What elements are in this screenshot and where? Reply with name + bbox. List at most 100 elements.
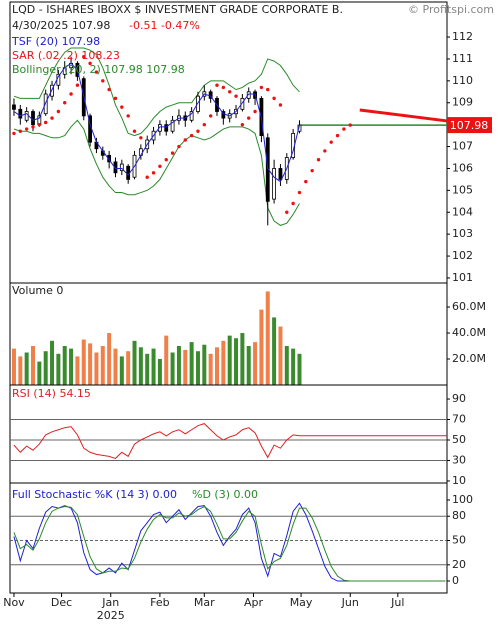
sar-dot — [335, 133, 340, 138]
y-tick-label: 109 — [452, 96, 473, 109]
volume-bar — [151, 348, 156, 385]
stochastic-line — [13, 505, 446, 582]
y-tick-label: 70 — [452, 413, 466, 426]
candle-body — [31, 111, 35, 126]
volume-bar — [37, 361, 42, 385]
y-tick-label: 110 — [452, 74, 473, 87]
sar-dot — [285, 210, 289, 214]
volume-title: Volume 0 — [12, 284, 63, 297]
candle-body — [119, 163, 124, 172]
sar-dot — [101, 79, 105, 83]
sar-dot — [304, 179, 308, 184]
sar-dot — [158, 164, 162, 168]
sar-dot — [18, 129, 23, 133]
sar-dot — [240, 122, 245, 127]
y-tick-label: 107 — [452, 140, 473, 153]
volume-bar — [94, 352, 99, 385]
sar-dot — [316, 157, 321, 162]
sar-dot — [259, 85, 264, 90]
volume-bar — [240, 333, 245, 385]
volume-bar — [75, 356, 80, 385]
credit: © Profitspi.com — [408, 3, 494, 16]
sar-dot — [278, 103, 283, 107]
sar-dot — [348, 123, 352, 127]
y-tick-label: 101 — [452, 271, 473, 284]
y-tick-label: 104 — [452, 205, 473, 218]
sar-dot — [37, 122, 42, 127]
candle-body — [107, 154, 112, 163]
volume-bar — [183, 349, 188, 385]
volume-bar — [265, 291, 270, 385]
volume-bar — [170, 352, 175, 385]
sar-dot — [227, 90, 232, 94]
candle-body — [157, 124, 162, 132]
volume-bar — [227, 335, 232, 385]
volume-bar — [88, 343, 93, 385]
rsi-line — [13, 423, 300, 459]
x-tick-label: Apr — [244, 596, 264, 609]
sar-dot — [69, 92, 73, 96]
sar-dot — [43, 120, 48, 125]
candle-body — [246, 91, 251, 99]
y-tick-label: 30 — [452, 453, 466, 466]
sar-dot — [215, 83, 219, 87]
candle-body — [164, 124, 169, 132]
y-tick-label: 111 — [452, 52, 473, 65]
candle-body — [265, 137, 270, 202]
volume-bar — [215, 347, 219, 385]
sar-dot — [221, 85, 226, 90]
sar-dot — [196, 129, 200, 133]
sar-dot — [234, 94, 238, 98]
legend-d: %D (3) 0.00 — [192, 488, 258, 501]
volume-bar — [132, 340, 137, 385]
y-tick-label: 103 — [452, 227, 473, 240]
volume-bar — [221, 340, 226, 385]
volume-bar — [100, 346, 105, 385]
sar-dot — [247, 116, 251, 120]
volume-bar — [18, 356, 23, 385]
sar-dot — [132, 129, 137, 133]
x-tick-label: Nov — [3, 596, 25, 609]
volume-bar — [176, 346, 181, 385]
candle-body — [221, 111, 226, 119]
y-tick-label: 80 — [452, 509, 466, 522]
year-label: 2025 — [97, 609, 125, 622]
volume-bar — [234, 338, 239, 385]
last-price-tag — [447, 117, 492, 134]
y-tick-label: 20 — [452, 558, 466, 571]
sar-dot — [82, 55, 86, 59]
x-tick-label: Mar — [194, 596, 215, 609]
sar-dot — [266, 87, 270, 92]
candle-body — [278, 168, 283, 180]
volume-bar — [284, 346, 289, 385]
y-tick-label: 10 — [452, 474, 466, 487]
legend-entry: TSF (20) 107.98 — [11, 35, 100, 48]
sar-dot — [50, 116, 54, 120]
volume-bar — [62, 346, 67, 385]
volume-bar — [119, 356, 124, 385]
sar-dot — [253, 109, 257, 114]
candle-body — [240, 97, 245, 110]
y-tick-label: 106 — [452, 161, 473, 174]
sar-dot — [113, 96, 118, 101]
volume-bar — [272, 317, 277, 385]
volume-bar — [297, 353, 302, 385]
subtitle: 4/30/2025 107.98 — [12, 19, 110, 32]
volume-bar — [138, 347, 143, 385]
sar-dot — [120, 105, 124, 109]
chart-title: LQD - ISHARES IBOXX $ INVESTMENT GRADE C… — [12, 3, 343, 16]
volume-bar — [113, 348, 118, 385]
panel-frame — [9, 482, 448, 594]
y-tick-label: 90 — [452, 392, 466, 405]
volume-bar — [11, 348, 16, 385]
volume-bar — [189, 342, 194, 385]
last-price-label: 107.98 — [450, 119, 489, 132]
legend-entry: Bollinger (20, 2) 107.98 107.98 — [12, 63, 185, 76]
candle-body — [297, 124, 302, 132]
volume-bar — [126, 351, 131, 385]
y-tick-label: 112 — [452, 30, 473, 43]
sar-dot — [291, 201, 295, 206]
volume-bar — [31, 346, 35, 385]
sar-dot — [297, 190, 302, 195]
